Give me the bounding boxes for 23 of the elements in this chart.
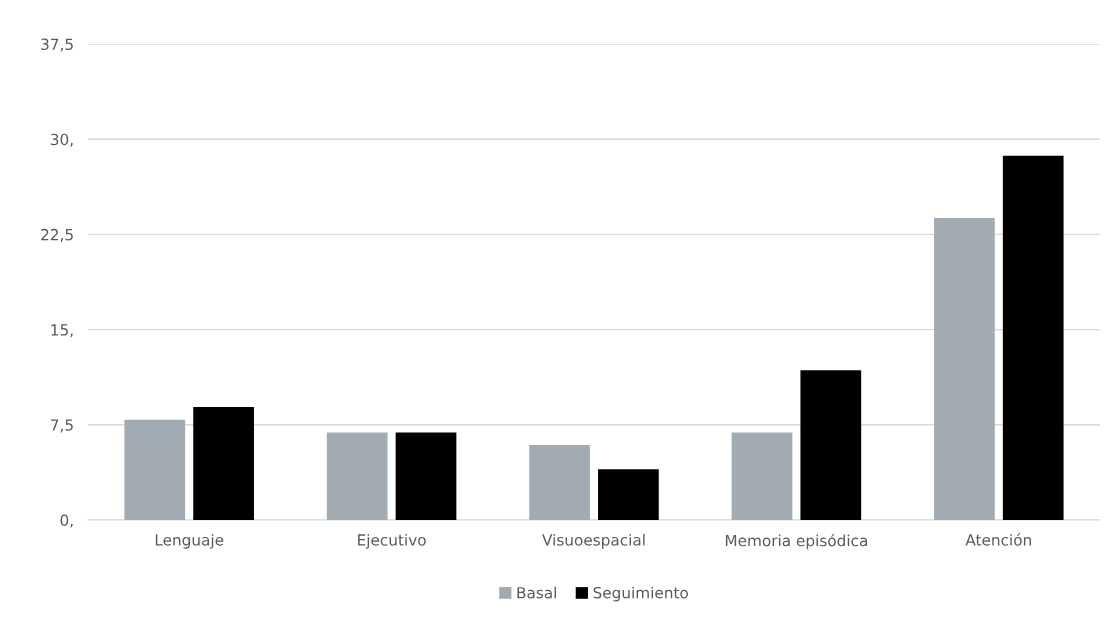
y-tick-label: 0, [60,514,73,528]
bar [1002,155,1064,520]
y-tick-label: 7,5 [51,419,73,433]
bar [124,419,186,520]
bar [395,432,457,520]
bar [934,217,995,520]
x-tick-label: Memoria episódica [725,533,867,550]
bar [193,407,254,520]
x-tick-label: Atención [965,533,1031,546]
bar [731,432,793,520]
y-tick-label: 30, [50,133,73,147]
bar [598,469,659,520]
y-tick-label: 37,5 [41,38,73,52]
x-tick-label: Visuoespacial [542,533,645,549]
legend-label: Seguimiento [593,586,688,602]
y-tick-label: 22,5 [41,228,73,242]
bar [529,445,590,520]
x-tick-label: Lenguaje [155,533,224,549]
bar [800,370,862,520]
y-tick-label: 15, [51,324,73,338]
x-tick-label: Ejecutivo [358,533,426,549]
legend-label: Basal [517,586,556,599]
bar [326,432,388,520]
